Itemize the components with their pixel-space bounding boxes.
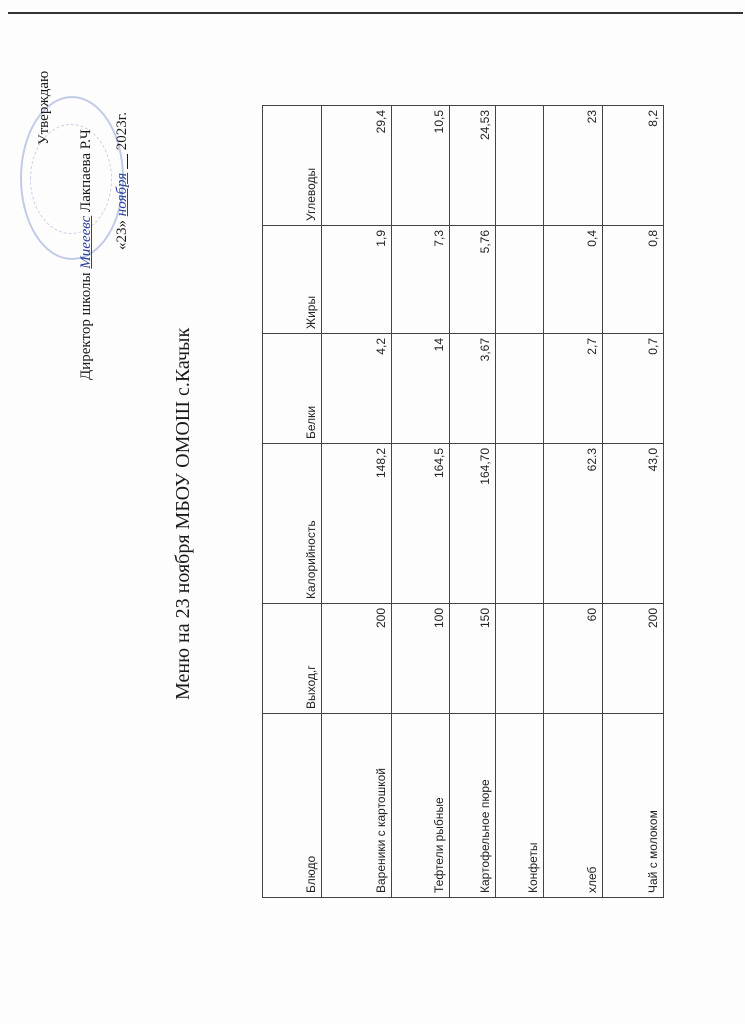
header-dish: Блюдо (262, 713, 322, 898)
fats: 0,4 (543, 225, 603, 334)
proteins: 4,2 (321, 333, 392, 444)
calories: 43,0 (602, 443, 664, 604)
director-signature: Миееевс (78, 215, 94, 269)
dish-name: Вареники с картошкой (321, 713, 392, 898)
header-yield: Выход,г (262, 603, 322, 714)
carbs: 10,5 (391, 105, 450, 226)
calories: 62.3 (543, 443, 603, 604)
menu-table: Блюдо Выход,г Калорийность Белки Жиры Уг… (262, 105, 664, 898)
table-row: хлеб 60 62.3 2,7 0,4 23 (543, 105, 603, 898)
header-calories: Калорийность (262, 443, 322, 604)
dish-name: Тефтели рыбные (391, 713, 450, 898)
approval-date: «23» ноября 2023г. (114, 112, 131, 250)
header-fats: Жиры (262, 225, 322, 334)
yield: 200 (602, 603, 664, 714)
calories: 164,5 (391, 443, 450, 604)
director-line: Директор школы Миееевс Лакпаева Р.Ч (78, 129, 95, 380)
date-day: «23» (114, 220, 130, 250)
proteins: 14 (391, 333, 450, 444)
fats: 1,9 (321, 225, 392, 334)
carbs: 23 (543, 105, 603, 226)
yield: 150 (449, 603, 496, 714)
table-header-row: Блюдо Выход,г Калорийность Белки Жиры Уг… (262, 105, 322, 898)
calories (495, 443, 544, 604)
carbs: 8,2 (602, 105, 664, 226)
director-name: Лакпаева Р.Ч (78, 129, 94, 212)
carbs: 24,53 (449, 105, 496, 226)
calories: 164,70 (449, 443, 496, 604)
dish-name: хлеб (543, 713, 603, 898)
yield: 100 (391, 603, 450, 714)
yield: 200 (321, 603, 392, 714)
fats: 5,76 (449, 225, 496, 334)
proteins: 2,7 (543, 333, 603, 444)
header-proteins: Белки (262, 333, 322, 444)
header-carbs: Углеводы (262, 105, 322, 226)
yield: 60 (543, 603, 603, 714)
carbs (495, 105, 544, 226)
approve-label: Утверждаю (36, 70, 52, 145)
table-row: Конфеты (495, 105, 544, 898)
table-row: Вареники с картошкой 200 148,2 4,2 1,9 2… (321, 105, 392, 898)
dish-name: Конфеты (495, 713, 544, 898)
proteins: 3,67 (449, 333, 496, 444)
table-row: Чай с молоком 200 43,0 0,7 0,8 8,2 (602, 105, 664, 898)
dish-name: Чай с молоком (602, 713, 664, 898)
fats (495, 225, 544, 334)
director-label: Директор школы (78, 272, 94, 380)
fats: 0,8 (602, 225, 664, 334)
date-year: 2023г. (114, 111, 130, 151)
dish-name: Картофельное пюре (449, 713, 496, 898)
page-title: Меню на 23 ноября МБОУ ОМОШ с.Качык (172, 327, 194, 700)
proteins (495, 333, 544, 444)
yield (495, 603, 544, 714)
carbs: 29,4 (321, 105, 392, 226)
scan-edge-line (8, 12, 743, 14)
table-row: Тефтели рыбные 100 164,5 14 7,3 10,5 (391, 105, 450, 898)
date-month: ноября (114, 172, 130, 217)
fats: 7,3 (391, 225, 450, 334)
proteins: 0,7 (602, 333, 664, 444)
calories: 148,2 (321, 443, 392, 604)
table-row: Картофельное пюре 150 164,70 3,67 5,76 2… (449, 105, 496, 898)
